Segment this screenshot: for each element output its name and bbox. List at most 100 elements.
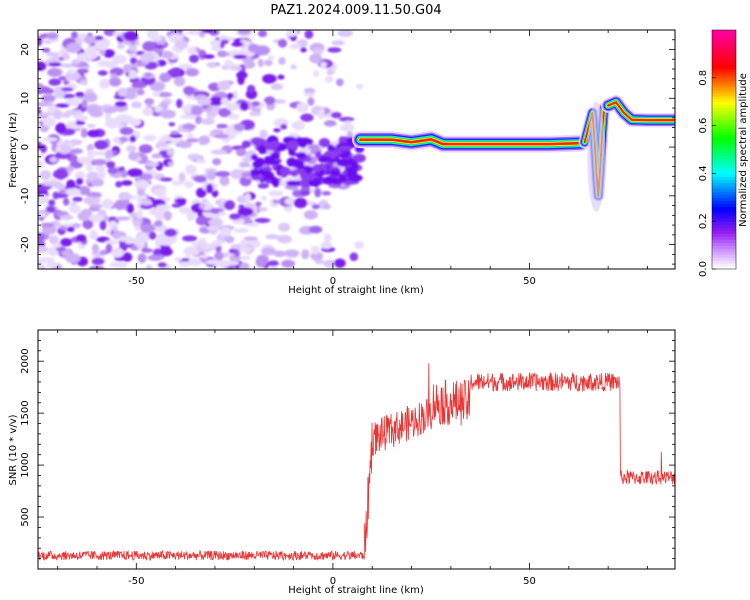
noise-blob <box>75 120 86 126</box>
noise-blob <box>313 69 320 77</box>
noise-blob <box>278 57 286 65</box>
noise-blob <box>48 62 62 67</box>
colorbar-band <box>712 149 736 154</box>
colorbar-band <box>712 128 736 133</box>
noise-blob <box>354 240 364 250</box>
noise-blob <box>122 63 132 73</box>
noise-blob <box>300 177 312 188</box>
noise-blob <box>257 58 264 68</box>
noise-blob <box>255 157 265 167</box>
noise-blob <box>272 177 280 188</box>
noise-blob <box>264 59 273 67</box>
noise-blob <box>38 232 45 243</box>
noise-blob <box>75 91 85 97</box>
noise-blob <box>178 63 193 70</box>
noise-blob <box>147 254 161 261</box>
noise-blob <box>159 177 173 182</box>
noise-blob <box>41 94 56 103</box>
noise-blob <box>174 257 182 262</box>
x-tick-label: 0 <box>330 276 336 287</box>
noise-blob <box>179 114 195 119</box>
colorbar-band <box>712 134 736 139</box>
noise-blob <box>202 212 213 217</box>
noise-blob <box>121 252 133 262</box>
noise-blob <box>39 170 52 181</box>
noise-blob <box>348 173 360 181</box>
spectrogram-image <box>38 30 675 269</box>
noise-blob <box>111 225 119 232</box>
noise-blob <box>142 41 157 52</box>
noise-blob <box>211 240 224 245</box>
noise-blob <box>149 81 166 92</box>
colorbar-band <box>712 92 736 97</box>
noise-blob <box>48 199 56 206</box>
noise-blob <box>123 31 138 42</box>
noise-blob <box>290 64 297 70</box>
noise-blob <box>86 123 96 128</box>
noise-blob <box>156 59 167 67</box>
noise-blob <box>198 226 209 234</box>
noise-blob <box>231 90 238 101</box>
noise-blob <box>106 161 116 169</box>
noise-blob <box>196 158 206 164</box>
noise-blob <box>168 133 183 138</box>
noise-blob <box>119 170 128 178</box>
colorbar-band <box>712 230 736 234</box>
noise-blob <box>159 240 174 246</box>
noise-blob <box>186 30 201 35</box>
colorbar-band <box>712 116 736 121</box>
colorbar-band <box>712 44 736 49</box>
noise-blob <box>308 225 323 234</box>
colorbar-band <box>712 122 736 127</box>
noise-blob <box>323 259 337 268</box>
noise-blob <box>68 204 81 214</box>
noise-blob <box>153 188 167 197</box>
noise-blob <box>114 199 126 211</box>
noise-blob <box>74 171 86 181</box>
noise-blob <box>214 199 222 205</box>
noise-blob <box>312 177 320 188</box>
noise-blob <box>103 49 115 58</box>
colorbar-band <box>712 260 736 264</box>
bottom-plot-bg <box>38 330 675 569</box>
noise-blob <box>277 74 285 80</box>
snr-series-line <box>38 363 675 562</box>
noise-blob <box>89 109 104 118</box>
colorbar-band <box>712 194 736 198</box>
noise-blob <box>245 222 260 227</box>
noise-blob <box>178 206 191 214</box>
noise-blob <box>151 91 161 97</box>
y-tick-label: 500 <box>20 507 31 526</box>
noise-blob <box>257 30 268 38</box>
noise-blob <box>99 78 110 89</box>
noise-blob <box>216 123 228 129</box>
noise-blob <box>190 106 203 116</box>
noise-blob <box>83 196 97 205</box>
noise-blob <box>338 116 355 122</box>
noise-blob <box>175 39 189 50</box>
colorbar-band <box>712 140 736 145</box>
noise-blob <box>296 102 309 113</box>
noise-blob <box>112 31 122 37</box>
noise-blob <box>97 170 106 179</box>
noise-blob <box>250 154 258 161</box>
noise-blob <box>61 53 70 61</box>
noise-blob <box>46 32 59 40</box>
colorbar-band <box>712 143 736 148</box>
noise-blob <box>42 137 58 142</box>
noise-blob <box>258 144 265 150</box>
noise-blob <box>48 78 62 86</box>
noise-blob <box>203 54 215 59</box>
noise-blob <box>189 54 199 63</box>
noise-blob <box>298 139 308 148</box>
noise-blob <box>258 148 268 155</box>
colorbar-band <box>712 179 736 183</box>
noise-blob <box>182 235 198 242</box>
noise-blob <box>164 228 178 237</box>
noise-blob <box>121 180 133 186</box>
colorbar-band <box>712 104 736 109</box>
noise-blob <box>272 199 280 204</box>
noise-blob <box>89 229 99 240</box>
noise-blob <box>338 152 351 159</box>
colorbar-band <box>712 164 736 169</box>
